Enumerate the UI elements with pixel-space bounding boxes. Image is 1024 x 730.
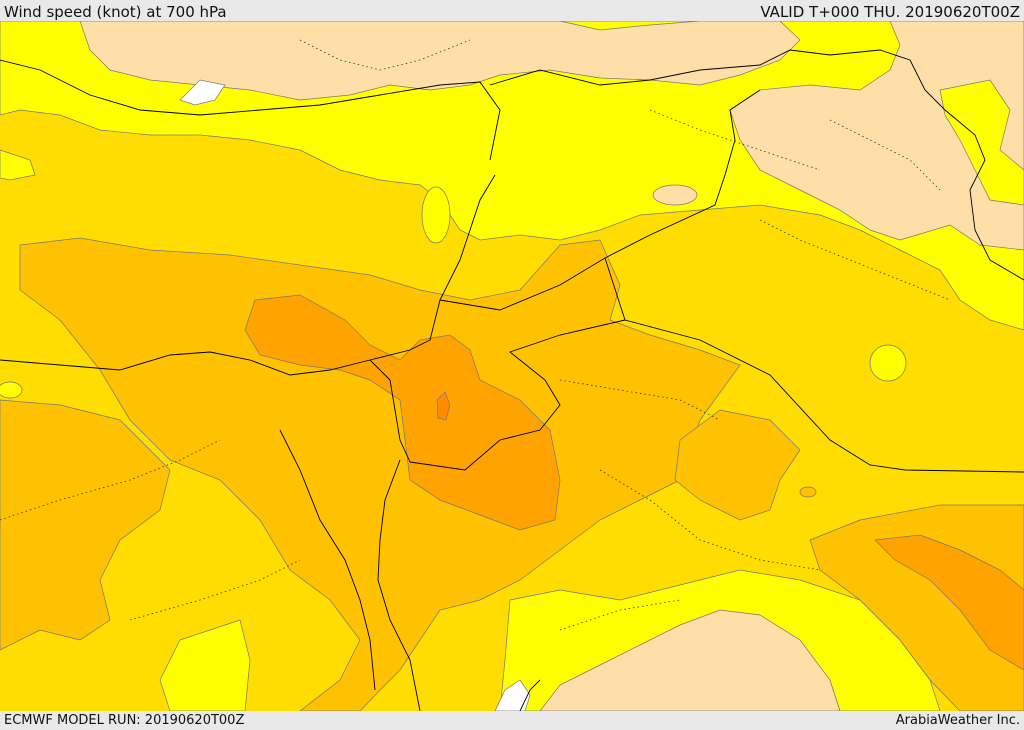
sea-patch-redsea-south bbox=[494, 679, 531, 711]
wind-speed-map bbox=[0, 21, 1024, 711]
credit-label: ArabiaWeather Inc. bbox=[895, 713, 1020, 728]
country-borders bbox=[0, 49, 1024, 711]
province-boundaries bbox=[0, 39, 951, 631]
amber-band-west bbox=[0, 399, 171, 651]
amber-spot-southeast bbox=[799, 486, 817, 498]
map-canvas bbox=[0, 21, 1024, 711]
model-run-label: ECMWF MODEL RUN: 20190620T00Z bbox=[4, 713, 245, 728]
yellow-pocket-iraq bbox=[652, 184, 698, 206]
yellow-pocket-northeast bbox=[939, 79, 1024, 206]
yellow-band-west bbox=[0, 149, 36, 181]
map-title: Wind speed (knot) at 700 hPa bbox=[4, 3, 227, 21]
yellow-pocket-levant bbox=[421, 186, 451, 244]
yellow-pocket-egypt bbox=[0, 381, 23, 399]
map-footer: ECMWF MODEL RUN: 20190620T00Z ArabiaWeat… bbox=[0, 711, 1024, 729]
yellow-band-south bbox=[499, 569, 941, 711]
map-header: Wind speed (knot) at 700 hPa VALID T+000… bbox=[0, 0, 1024, 21]
orange-core-west bbox=[244, 294, 561, 531]
dark-orange-spot bbox=[436, 391, 451, 421]
amber-band-central bbox=[19, 237, 741, 711]
yellow-pocket-gulf bbox=[869, 344, 907, 382]
amber-band-east bbox=[674, 409, 801, 521]
yellow-pocket-southwest bbox=[159, 619, 251, 711]
calm-region-northeast bbox=[729, 21, 1024, 251]
sea-patch-aegean bbox=[179, 79, 226, 106]
valid-time-label: VALID T+000 THU. 20190620T00Z bbox=[760, 3, 1020, 21]
orange-core-southeast bbox=[874, 534, 1024, 671]
